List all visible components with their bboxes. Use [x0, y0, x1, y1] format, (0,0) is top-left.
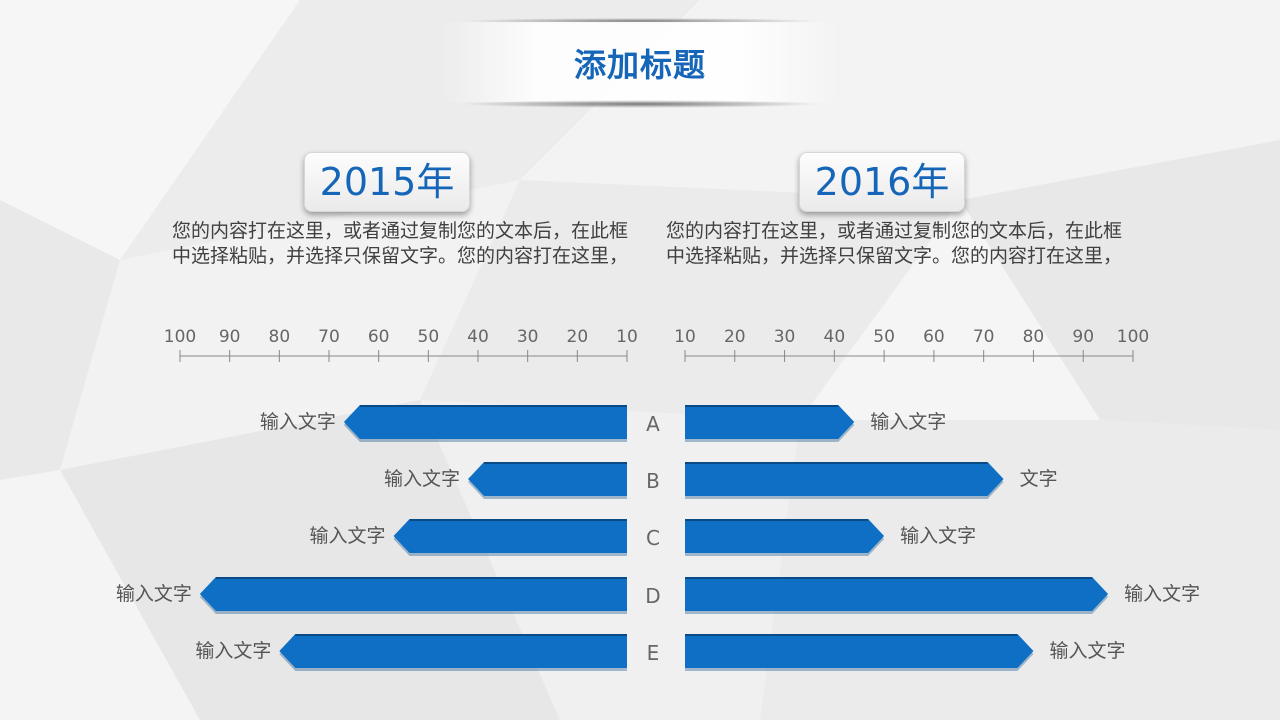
title-top-shadow — [460, 18, 820, 24]
left-bar — [468, 462, 627, 496]
right-bar-label: 文字 — [1020, 468, 1058, 490]
right-bar — [685, 519, 885, 553]
category-label: E — [647, 641, 660, 665]
left-axis-tick-label: 100 — [164, 327, 196, 347]
category-label: D — [645, 584, 660, 608]
year-2015-box: 2015年 — [304, 152, 470, 212]
right-bar — [685, 405, 855, 439]
right-axis-tick-label: 70 — [973, 327, 995, 347]
left-bar — [199, 577, 627, 611]
left-axis-tick-label: 50 — [418, 327, 440, 347]
right-axis-tick-label: 40 — [824, 327, 846, 347]
right-bar — [685, 577, 1109, 611]
right-bar — [685, 462, 1004, 496]
right-axis-tick-label: 100 — [1117, 327, 1149, 347]
category-label: C — [646, 526, 660, 550]
right-bar — [685, 634, 1034, 668]
left-axis-tick-label: 10 — [616, 327, 638, 347]
left-axis-tick-label: 40 — [467, 327, 489, 347]
right-axis-tick-label: 60 — [923, 327, 945, 347]
left-bar-label: 输入文字 — [260, 411, 336, 433]
left-bar-label: 输入文字 — [384, 468, 460, 490]
page-title: 添加标题 — [573, 46, 706, 84]
year-2016-box: 2016年 — [799, 152, 965, 212]
left-bar — [343, 405, 627, 439]
right-paragraph: 您的内容打在这里，或者通过复制您的文本后，在此框中选择粘贴，并选择只保留文字。您… — [666, 220, 1123, 267]
right-axis-tick-label: 50 — [873, 327, 895, 347]
left-bar-label: 输入文字 — [310, 525, 386, 547]
left-axis-tick-label: 70 — [318, 327, 340, 347]
left-bar-label: 输入文字 — [116, 583, 192, 605]
title-bottom-shadow — [460, 100, 820, 108]
left-bar — [279, 634, 627, 668]
right-axis-tick-label: 20 — [724, 327, 746, 347]
right-axis-tick-label: 30 — [774, 327, 796, 347]
left-bar-label: 输入文字 — [195, 640, 271, 662]
category-label: A — [646, 412, 660, 436]
right-axis-tick-label: 80 — [1023, 327, 1045, 347]
title-panel — [440, 22, 840, 102]
right-axis-tick-label: 10 — [674, 327, 696, 347]
right-bar-label: 输入文字 — [870, 411, 946, 433]
left-axis-tick-label: 60 — [368, 327, 390, 347]
title-band — [440, 18, 840, 108]
left-axis-tick-label: 80 — [269, 327, 291, 347]
left-axis-tick-label: 30 — [517, 327, 539, 347]
category-label: B — [646, 469, 660, 493]
right-bar-label: 输入文字 — [900, 525, 976, 547]
left-paragraph: 您的内容打在这里，或者通过复制您的文本后，在此框中选择粘贴，并选择只保留文字。您… — [172, 220, 629, 267]
right-axis-tick-label: 90 — [1072, 327, 1094, 347]
right-bar-label: 输入文字 — [1124, 583, 1200, 605]
left-bar — [393, 519, 627, 553]
left-axis-tick-label: 20 — [567, 327, 589, 347]
left-axis-tick-label: 90 — [219, 327, 241, 347]
right-bar-label: 输入文字 — [1049, 640, 1125, 662]
